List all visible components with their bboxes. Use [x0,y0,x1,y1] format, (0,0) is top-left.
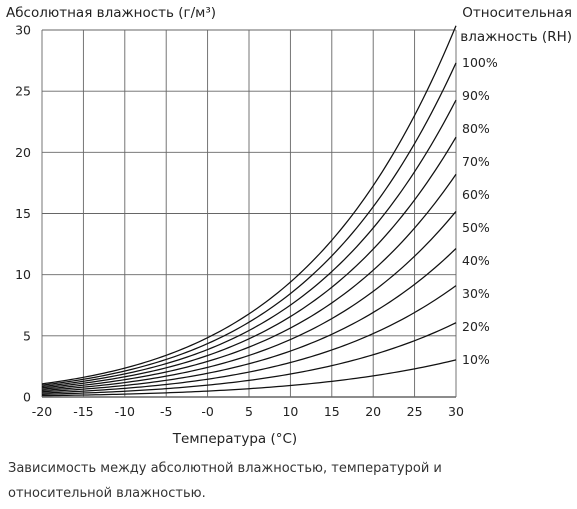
x-tick-label: 15 [324,404,340,419]
series-line-rh-100 [41,25,457,385]
x-tick-label: 30 [448,404,464,419]
x-tick-label: 20 [365,404,381,419]
x-tick-label: -10 [115,404,135,419]
legend-item-rh-100: 100% [462,55,498,70]
x-tick-label: -20 [32,404,52,419]
chart-legend: 10% 20% 30% 40% 50% 60% 70% 80% 90% 100% [462,55,498,367]
legend-item-rh-20: 20% [462,319,490,334]
y-tick-label: 20 [15,145,31,160]
x-axis-label: Температура (°C) [172,431,297,447]
y-tick-label: 15 [15,206,31,221]
y-tick-label: 30 [15,23,31,38]
legend-item-rh-70: 70% [462,154,490,169]
legend-title-line-1: Относительная [462,5,572,21]
legend-item-rh-80: 80% [462,121,490,136]
legend-item-rh-90: 90% [462,88,490,103]
series-line-rh-40 [41,248,457,393]
y-tick-label: 5 [23,328,31,343]
chart-grid [41,29,457,398]
legend-item-rh-30: 30% [462,286,490,301]
series-line-rh-50 [41,210,457,392]
y-tick-label: 0 [23,390,31,405]
series-line-rh-80 [41,99,457,388]
series-line-rh-20 [41,322,457,395]
series-line-rh-10 [41,359,457,397]
y-axis-label: Абсолютная влажность (г/м³) [6,5,216,21]
series-line-rh-90 [41,62,457,386]
y-tick-label: 10 [15,267,31,282]
x-tick-label: -0 [201,404,214,419]
chart-ticks: -20 -15 -10 -5 -0 5 10 15 20 25 30 0 5 10 15 20 25 30 [15,23,464,420]
x-tick-label: -15 [73,404,93,419]
x-tick-label: 5 [245,404,253,419]
series-line-rh-30 [41,285,457,394]
legend-item-rh-60: 60% [462,187,490,202]
legend-item-rh-50: 50% [462,220,490,235]
y-tick-label: 25 [15,84,31,99]
humidity-chart: -20 -15 -10 -5 -0 5 10 15 20 25 30 0 5 10 15 20 25 30 10%… [6,5,572,447]
figure-caption: Зависимость между абсолютной влажностью,… [8,461,442,501]
series-line-rh-70 [41,136,457,389]
legend-item-rh-40: 40% [462,253,490,268]
x-tick-label: 10 [282,404,298,419]
x-tick-label: -5 [160,404,172,419]
chart-series [41,25,457,397]
x-tick-label: 25 [407,404,423,419]
legend-title-line-2: влажность (RH) [460,29,572,45]
legend-item-rh-10: 10% [462,352,490,367]
series-line-rh-60 [41,173,457,390]
